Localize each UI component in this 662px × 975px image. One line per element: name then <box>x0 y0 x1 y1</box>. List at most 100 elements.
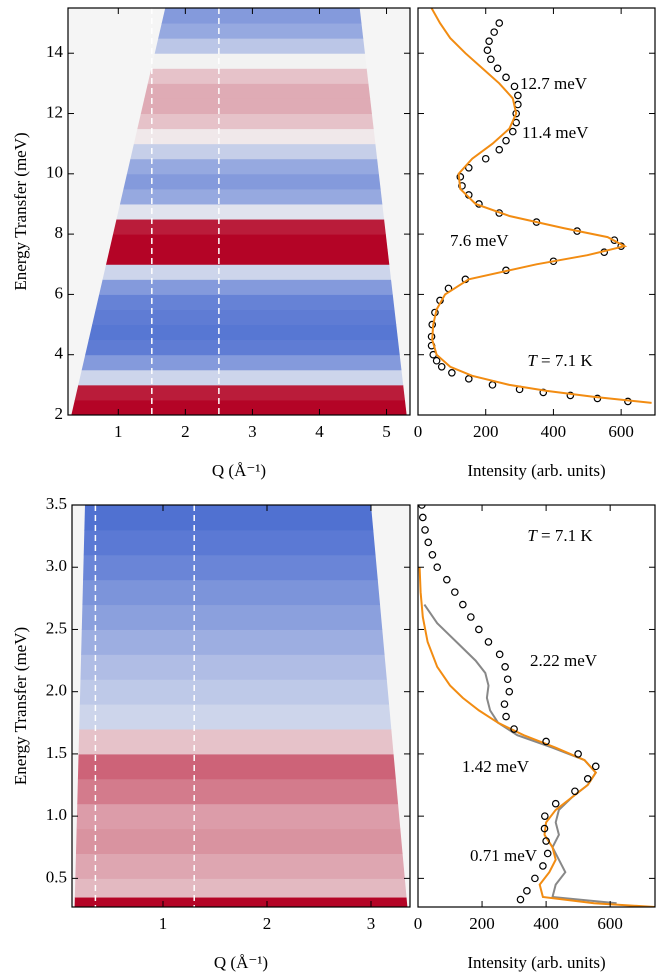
data-point <box>475 625 483 634</box>
data-point <box>483 46 492 55</box>
data-point <box>571 787 579 796</box>
heatmap-cell <box>71 113 407 130</box>
x-tick-label: 2 <box>181 422 190 441</box>
y-tick-label: 3.5 <box>46 494 67 513</box>
temperature-symbol: T <box>527 526 538 545</box>
data-point <box>424 538 433 547</box>
data-point <box>456 173 465 181</box>
x-tick-label: 1 <box>114 422 123 441</box>
x-axis-label: Intensity (arb. units) <box>467 461 605 480</box>
data-point <box>539 862 547 870</box>
annotation: 2.22 meV <box>530 651 598 670</box>
data-point <box>510 725 518 733</box>
data-point <box>500 700 509 708</box>
y-tick-label: 6 <box>55 283 64 302</box>
data-point <box>591 762 600 771</box>
heatmap-cell <box>74 853 408 879</box>
plot-area <box>418 505 655 907</box>
data-point <box>484 638 493 646</box>
data-point <box>574 750 582 758</box>
heatmap-cell <box>74 679 408 705</box>
data-point <box>421 526 429 534</box>
plot-area <box>72 505 410 907</box>
y-tick-label: 12 <box>46 102 63 121</box>
heatmap-cell <box>71 158 407 175</box>
heatmap-cell <box>74 729 408 755</box>
data-point <box>566 391 575 400</box>
x-tick-label: 200 <box>473 422 499 441</box>
y-tick-label: 8 <box>55 223 64 242</box>
x-tick-label: 5 <box>382 422 391 441</box>
heatmap-cell <box>71 264 407 280</box>
data-point <box>502 712 510 721</box>
heatmap-cell <box>71 354 407 371</box>
heatmap-cell <box>71 188 407 205</box>
data-point <box>523 887 531 895</box>
x-tick-label: 3 <box>248 422 257 441</box>
heatmap-cell <box>71 128 407 145</box>
data-point <box>493 64 502 73</box>
heatmap-cell <box>71 98 407 115</box>
data-point <box>488 381 497 389</box>
heatmap-cell <box>71 83 407 99</box>
frame <box>417 504 656 908</box>
heatmap-cell <box>74 753 408 780</box>
heatmap-cell <box>71 309 407 326</box>
temperature-symbol: T <box>527 351 538 370</box>
data-point <box>543 849 552 858</box>
data-point <box>464 163 473 172</box>
data-point <box>551 799 560 808</box>
y-tick-label: 3.0 <box>46 556 67 575</box>
data-point <box>437 362 446 371</box>
heatmap-cell <box>71 234 407 250</box>
data-point <box>502 73 510 82</box>
y-tick-label: 10 <box>46 163 63 182</box>
data-point <box>540 824 549 833</box>
panel: 12.7 meV 11.4 meV 7.6 meV T = 7.1 K 0 200 400 6… <box>414 7 656 480</box>
fit-curve <box>430 8 652 404</box>
x-tick-label: 400 <box>541 422 567 441</box>
data-point <box>467 613 475 621</box>
x-axis-label: Q (Å⁻¹) <box>214 953 268 972</box>
y-tick-label: 2.0 <box>46 681 67 700</box>
heatmap-cell <box>74 579 408 606</box>
x-tick-label: 0 <box>414 422 423 441</box>
x-tick-label: 600 <box>608 422 634 441</box>
frame <box>67 7 411 416</box>
data-point <box>502 136 510 145</box>
x-axis-label: Q (Å⁻¹) <box>212 461 266 480</box>
y-tick-label: 1.5 <box>46 743 67 762</box>
data-point <box>464 375 473 383</box>
y-tick-label: 14 <box>46 42 64 61</box>
y-tick-label: 2 <box>55 404 64 423</box>
data-point <box>542 837 550 845</box>
heatmap-cell <box>71 143 407 160</box>
y-tick-label: 0.5 <box>46 867 67 886</box>
heatmap-cell <box>71 249 407 265</box>
data-point <box>419 513 427 522</box>
temperature-label: T = 7.1 K <box>527 351 593 370</box>
heatmap-cell <box>71 53 407 69</box>
data-point <box>516 895 525 904</box>
heatmap-cell <box>74 505 408 531</box>
data-point <box>490 28 498 36</box>
x-tick-label: 0 <box>414 914 423 933</box>
heatmap-cell <box>74 828 408 854</box>
heatmap-cell <box>71 399 407 415</box>
heatmap-cell <box>71 68 407 84</box>
data-point <box>418 505 426 509</box>
heatmap-cell <box>71 219 407 235</box>
data-point <box>514 91 522 100</box>
data-point <box>542 737 550 746</box>
data-point <box>495 650 504 659</box>
heatmap-cell <box>71 173 407 190</box>
plot-area <box>68 8 410 415</box>
heatmap-cell <box>74 604 408 630</box>
temperature-value: = 7.1 K <box>541 526 593 545</box>
panel: 1 2 3 0.5 1.0 1.5 2.0 2.5 3.0 3.5 Q (Å⁻¹) Energy Tr… <box>11 494 411 972</box>
data-point <box>481 154 490 163</box>
x-tick-label: 4 <box>315 422 324 441</box>
data-point <box>539 388 548 397</box>
